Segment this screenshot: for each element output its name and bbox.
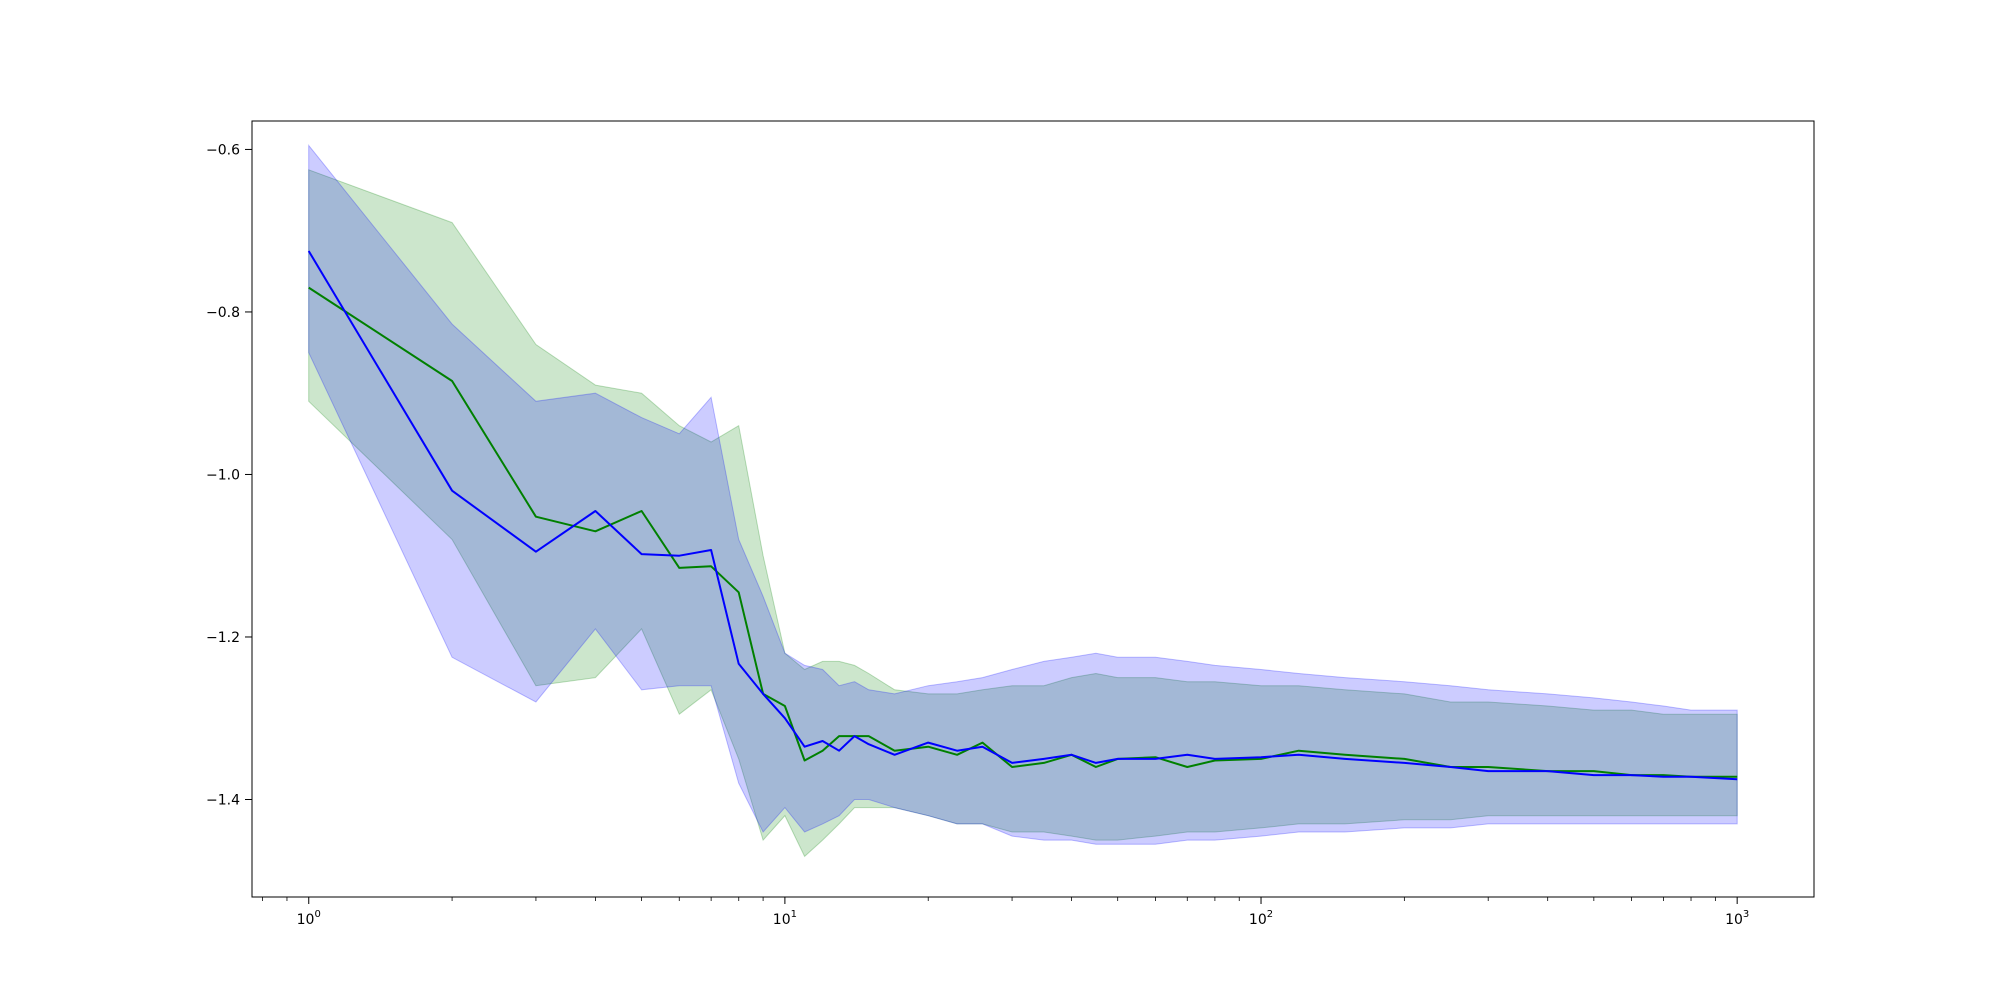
confidence-bands bbox=[308, 143, 1738, 858]
y-tick-label: −0.6 bbox=[206, 142, 240, 158]
y-tick-label: −0.8 bbox=[206, 305, 240, 321]
y-tick-label: −1.4 bbox=[206, 792, 240, 808]
y-tick-label: −1.2 bbox=[206, 630, 240, 646]
series-0-line bbox=[308, 286, 1738, 778]
series-lines bbox=[307, 250, 1738, 781]
plot-frame bbox=[251, 120, 1815, 898]
series-1-line bbox=[307, 250, 1738, 781]
series-0-band bbox=[308, 169, 1738, 858]
y-tick-label: −1.0 bbox=[206, 467, 240, 483]
y-axis: −0.6 −0.8 −1.0 −1.2 −1.4 bbox=[206, 142, 252, 808]
series-1-band bbox=[308, 143, 1738, 845]
